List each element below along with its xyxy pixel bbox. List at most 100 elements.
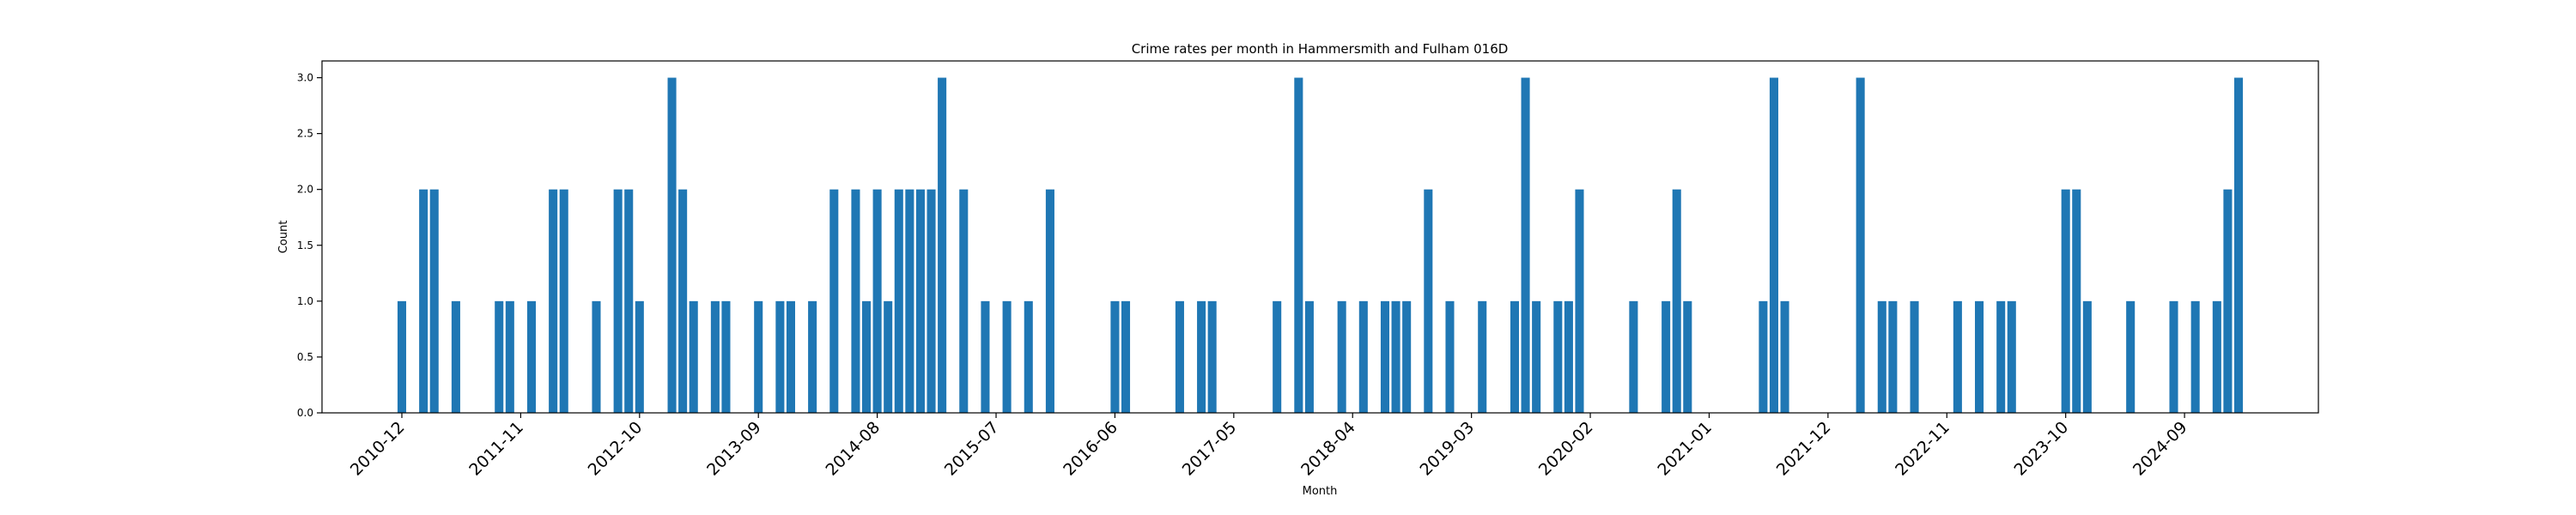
bar-2020-01 [1575, 189, 1584, 413]
bars-layer [397, 77, 2244, 414]
bar-2025-02 [2233, 77, 2244, 414]
bar-2023-05 [2007, 300, 2016, 413]
bar-2013-03 [689, 300, 698, 413]
bar-2023-04 [1996, 300, 2006, 413]
bar-2022-03 [1856, 77, 1865, 414]
bar-2011-09 [495, 300, 504, 413]
bar-2015-10 [1024, 300, 1033, 413]
bar-2016-07 [1121, 300, 1131, 413]
x-tick-label: 2021-12 [1773, 418, 1835, 480]
bar-2023-11 [2072, 189, 2081, 413]
y-tick-label: 2.0 [297, 184, 313, 196]
x-tick-label: 2017-05 [1179, 418, 1241, 480]
y-axis-label: Count [277, 221, 290, 254]
bar-2020-10 [1672, 189, 1681, 413]
bar-2012-03 [559, 189, 568, 413]
bar-2011-12 [526, 300, 537, 413]
bar-2016-12 [1175, 300, 1184, 413]
bar-2020-09 [1662, 300, 1671, 413]
bar-2014-09 [884, 300, 893, 413]
bar-2016-06 [1110, 300, 1120, 413]
bar-2018-08 [1391, 300, 1400, 413]
x-tick-label: 2021-01 [1654, 418, 1716, 480]
bar-2018-07 [1380, 300, 1390, 413]
y-tick-label: 1.0 [297, 295, 313, 307]
bar-2011-10 [505, 300, 514, 413]
x-tick-label: 2019-03 [1416, 418, 1478, 480]
bar-2019-11 [1553, 300, 1563, 413]
bar-2012-09 [624, 189, 634, 413]
bar-2012-08 [613, 189, 623, 413]
bar-2022-05 [1877, 300, 1886, 413]
bar-2018-11 [1424, 189, 1433, 413]
bar-2015-02 [938, 77, 947, 414]
bar-2024-12 [2212, 300, 2221, 413]
bar-2017-03 [1207, 300, 1217, 413]
bar-2013-02 [678, 189, 688, 413]
x-tick-label: 2024-09 [2129, 418, 2191, 480]
x-axis: 2010-12 2011-11 2012-10 2013-09 2014-08 2015-… [347, 413, 2191, 480]
bar-2025-01 [2223, 189, 2233, 413]
bar-2011-05 [451, 300, 460, 413]
bar-2021-06 [1759, 300, 1768, 413]
bar-2024-10 [2190, 300, 2200, 413]
bar-2019-07 [1510, 300, 1520, 413]
bar-2014-02 [808, 300, 817, 413]
bar-2014-12 [915, 189, 925, 413]
chart-title: Crime rates per month in Hammersmith and… [1132, 41, 1509, 57]
bar-2010-12 [397, 300, 407, 413]
bar-2021-07 [1769, 77, 1778, 414]
bar-2014-04 [829, 189, 839, 413]
bar-2022-06 [1888, 300, 1898, 413]
bar-2019-12 [1564, 300, 1573, 413]
bar-2017-09 [1273, 300, 1282, 413]
bar-2013-11 [775, 300, 785, 413]
bar-2012-02 [549, 189, 558, 413]
bar-2023-10 [2061, 189, 2070, 413]
bar-2014-06 [851, 189, 860, 413]
bar-2013-09 [754, 300, 763, 413]
bar-2023-12 [2082, 300, 2092, 413]
bar-2017-02 [1197, 300, 1206, 413]
bar-2013-01 [667, 77, 677, 414]
bar-2012-10 [635, 300, 644, 413]
bar-2015-04 [959, 189, 969, 413]
bar-2015-01 [927, 189, 936, 413]
bar-2018-05 [1358, 300, 1368, 413]
bar-2013-12 [786, 300, 795, 413]
plot-frame [321, 60, 2319, 414]
bar-2017-12 [1304, 300, 1314, 413]
x-tick-label: 2022-11 [1892, 418, 1953, 480]
x-axis-label: Month [1303, 485, 1338, 498]
bar-2020-06 [1629, 300, 1638, 413]
y-tick-label: 1.5 [297, 239, 313, 251]
bar-2015-06 [981, 300, 990, 413]
bar-2019-09 [1532, 300, 1541, 413]
bar-2014-08 [872, 189, 882, 413]
y-tick-label: 0.5 [297, 351, 313, 363]
bar-2018-03 [1337, 300, 1346, 413]
bar-2017-11 [1294, 77, 1303, 414]
bar-2020-11 [1683, 300, 1692, 413]
y-tick-label: 2.5 [297, 128, 313, 140]
bar-2014-10 [894, 189, 903, 413]
x-tick-label: 2023-10 [2011, 418, 2073, 480]
x-tick-label: 2010-12 [347, 418, 409, 480]
bar-2018-09 [1402, 300, 1412, 413]
bar-2024-04 [2126, 300, 2136, 413]
x-tick-label: 2013-09 [703, 418, 765, 480]
y-axis: 0.0 0.5 1.0 1.5 2.0 2.5 3.0 [297, 72, 322, 419]
bar-2021-08 [1780, 300, 1789, 413]
bar-2015-08 [1002, 300, 1012, 413]
x-tick-label: 2012-10 [585, 418, 647, 480]
bar-2012-06 [592, 300, 601, 413]
bar-2019-08 [1521, 77, 1530, 414]
bar-2019-01 [1445, 300, 1455, 413]
y-tick-label: 0.0 [297, 407, 313, 419]
bar-2014-11 [905, 189, 914, 413]
bar-2022-08 [1910, 300, 1919, 413]
bar-2011-02 [419, 189, 428, 413]
x-tick-label: 2018-04 [1297, 418, 1359, 480]
y-tick-label: 3.0 [297, 72, 313, 84]
